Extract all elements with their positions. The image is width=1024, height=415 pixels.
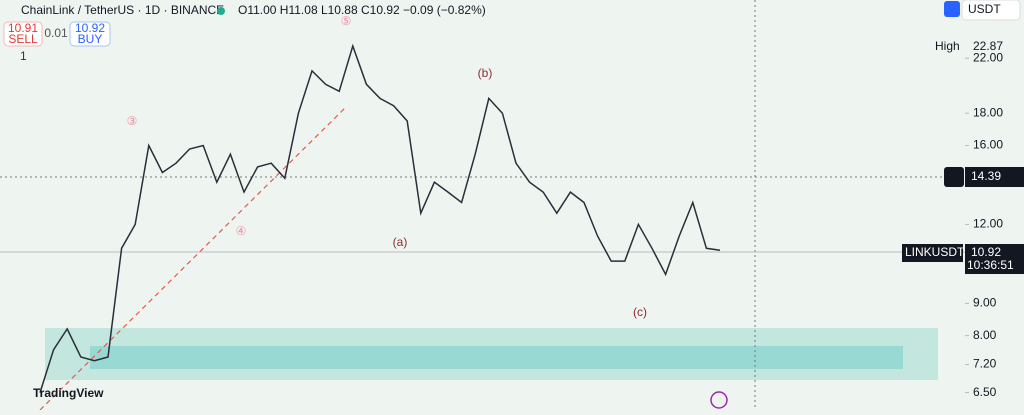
- alert-icon[interactable]: [710, 391, 728, 409]
- crosshair-price: 14.39: [971, 169, 1001, 183]
- currency-icon: [944, 1, 960, 17]
- y-tick-label: 9.00: [973, 296, 997, 310]
- high-value: 22.87: [973, 39, 1003, 53]
- symbol: ChainLink / TetherUS · 1D · BINANCE: [21, 3, 224, 17]
- wave-label: (b): [478, 66, 493, 80]
- ticker: LINKUSDT: [905, 245, 965, 259]
- last-price: 10.92: [971, 245, 1001, 259]
- countdown: 10:36:51: [967, 258, 1014, 272]
- indicator-count: 1: [20, 49, 27, 63]
- wave-label: (c): [633, 305, 647, 319]
- y-tick-label: 16.00: [973, 138, 1003, 152]
- buy-button[interactable]: [69, 21, 111, 47]
- y-tick-label: 12.00: [973, 217, 1003, 231]
- spread: 0.01: [44, 26, 68, 40]
- last-box: [965, 244, 1024, 274]
- status-dot: [217, 7, 225, 15]
- y-tick-label: 8.00: [973, 328, 997, 342]
- branding: TradingView: [33, 386, 104, 400]
- ticker-box: [902, 244, 963, 262]
- wave-label: ⑤: [341, 14, 352, 28]
- crosshair-box: [965, 167, 1024, 187]
- buy-label: BUY: [78, 32, 103, 46]
- sell-button[interactable]: [3, 21, 43, 47]
- buy-price: 10.92: [75, 21, 105, 35]
- ohlc: O11.00 H11.08 L10.88 C10.92 −0.09 (−0.82…: [238, 3, 486, 17]
- currency-button[interactable]: [961, 0, 1021, 21]
- plot: [39, 43, 721, 393]
- sell-label: SELL: [8, 32, 38, 46]
- inner-zone: [90, 346, 903, 369]
- crosshair-button[interactable]: [944, 167, 964, 187]
- price-axis: 6.507.208.009.0012.0014.0016.0018.0022.0…: [965, 50, 1003, 399]
- wave-label: (a): [393, 235, 408, 249]
- y-tick-label: 22.00: [973, 50, 1003, 64]
- y-tick-label: 6.50: [973, 385, 997, 399]
- y-tick-label: 7.20: [973, 357, 997, 371]
- wave-label: ④: [236, 224, 247, 238]
- price-line: [39, 43, 721, 393]
- sell-price: 10.91: [8, 21, 38, 35]
- wave-label: ③: [127, 114, 138, 128]
- currency: USDT: [968, 2, 1001, 16]
- high-label: High: [935, 39, 960, 53]
- y-tick-label: 18.00: [973, 105, 1003, 119]
